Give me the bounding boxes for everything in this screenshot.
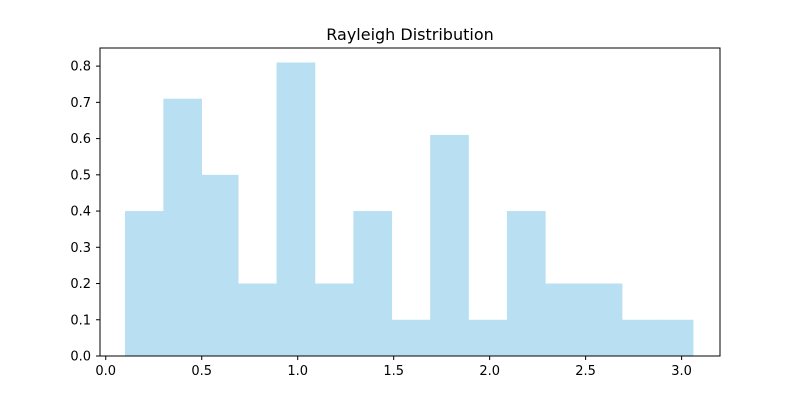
x-tick-label: 2.5: [575, 364, 596, 379]
y-tick-label: 0.0: [70, 350, 91, 365]
x-tick-label: 1.5: [383, 364, 404, 379]
histogram-bar: [391, 319, 431, 356]
y-tick-label: 0.7: [70, 96, 91, 111]
x-tick-label: 0.5: [191, 364, 212, 379]
histogram-bar: [506, 211, 546, 356]
histogram-bar: [201, 174, 239, 356]
x-tick-label: 3.0: [671, 364, 692, 379]
y-axis-ticks: 0.0 0.1 0.2 0.3 0.4 0.5 0.6 0.7 0.8: [70, 60, 100, 365]
histogram-bar: [238, 283, 277, 356]
histogram-bar: [430, 134, 469, 356]
histogram-bar: [622, 319, 661, 356]
histogram-bar: [468, 319, 508, 356]
y-tick-label: 0.8: [70, 60, 91, 75]
y-tick-label: 0.4: [70, 205, 91, 220]
histogram-bar: [660, 319, 694, 356]
histogram-bar: [163, 98, 203, 357]
x-tick-label: 1.0: [287, 364, 308, 379]
y-tick-label: 0.6: [70, 132, 91, 147]
bars-group: [124, 62, 694, 357]
y-tick-label: 0.5: [70, 168, 91, 183]
histogram-bar: [124, 211, 164, 356]
histogram-bar: [545, 283, 585, 356]
chart-title: Rayleigh Distribution: [326, 25, 494, 44]
axes-frame: [99, 47, 721, 357]
histogram-bar: [353, 211, 393, 356]
x-axis-ticks: 0.0 0.5 1.0 1.5 2.0 2.5 3.0: [95, 356, 692, 379]
histogram-bar: [583, 283, 623, 356]
y-tick-label: 0.3: [70, 241, 91, 256]
x-tick-label: 0.0: [95, 364, 116, 379]
histogram-bar: [276, 62, 316, 357]
x-tick-label: 2.0: [479, 364, 500, 379]
histogram-bar: [314, 283, 354, 356]
y-tick-label: 0.1: [70, 313, 91, 328]
y-tick-label: 0.2: [70, 277, 91, 292]
